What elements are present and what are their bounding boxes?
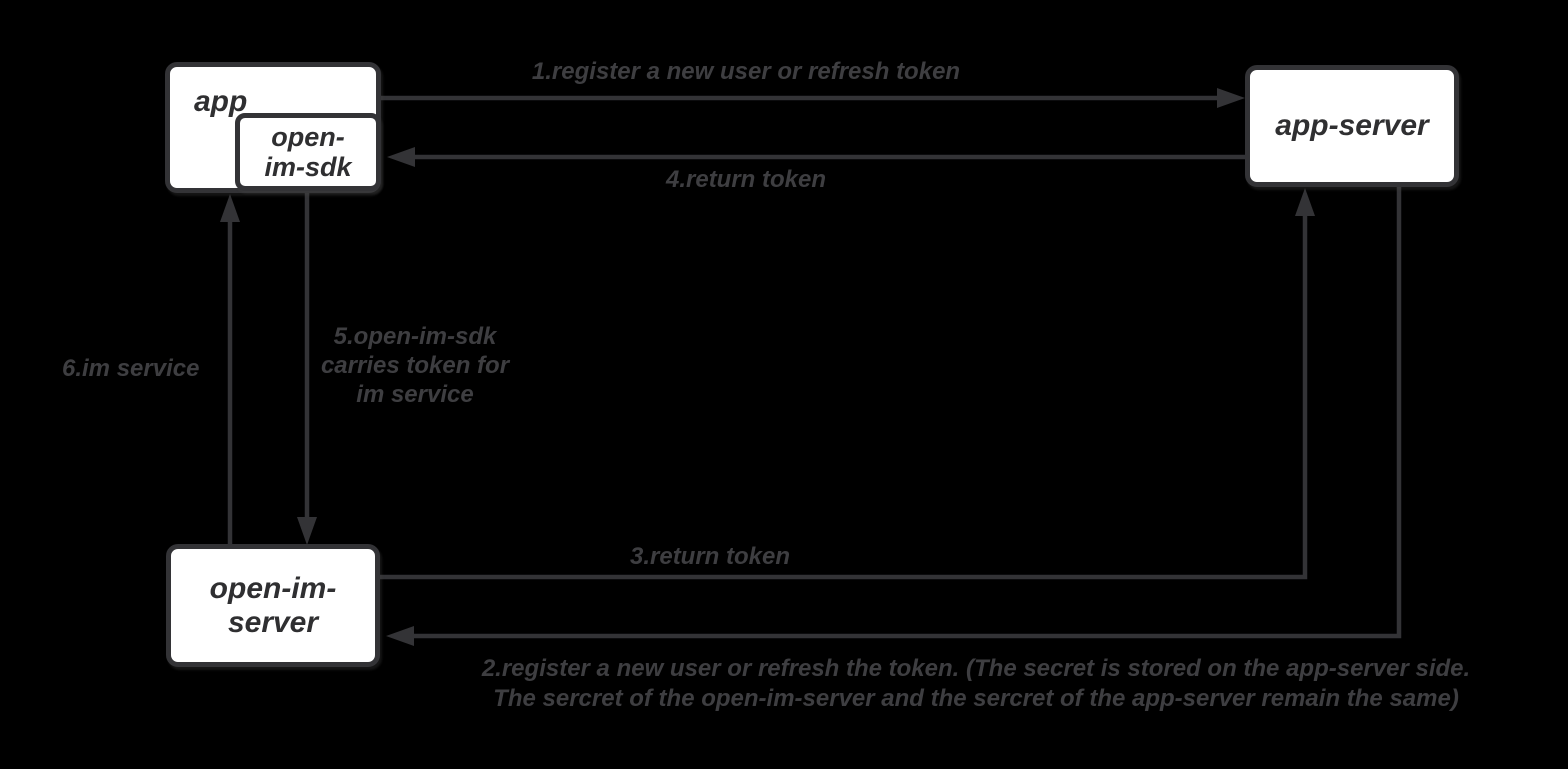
node-open-im-sdk: open- im-sdk (235, 113, 381, 191)
node-app-server-label: app-server (1275, 109, 1429, 142)
arrow-step5 (297, 190, 317, 545)
edge-label-step5: 5.open-im-sdk carries token for im servi… (320, 323, 510, 408)
edge-label-step6: 6.im service (62, 355, 200, 382)
arrow-step1 (381, 88, 1245, 108)
edge-label-step1: 1.register a new user or refresh token (531, 58, 961, 85)
edge-label-step4: 4.return token (665, 166, 827, 193)
node-app-label: app (194, 85, 248, 118)
arrow-step4 (387, 147, 1245, 167)
arrow-step6 (220, 194, 240, 544)
arrow-step3 (380, 188, 1315, 580)
arrow-step2 (386, 187, 1402, 646)
edge-label-step3: 3.return token (629, 543, 791, 570)
edge-label-step2: 2.register a new user or refresh the tok… (481, 655, 1471, 712)
node-open-im-sdk-label: open- im-sdk (264, 122, 352, 182)
node-open-im-server: open-im- server (166, 544, 380, 667)
node-open-im-server-label: open-im- server (209, 571, 337, 639)
node-app-server: app-server (1245, 65, 1459, 187)
